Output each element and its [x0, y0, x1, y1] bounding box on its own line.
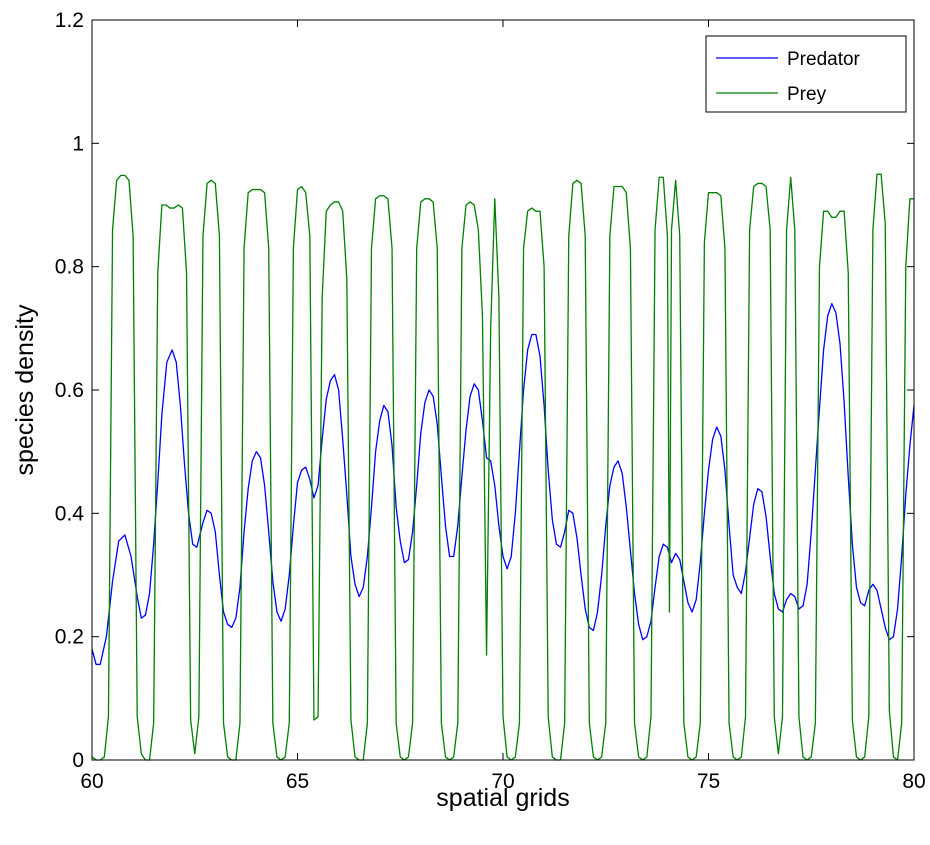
y-axis-title: species density — [11, 304, 39, 475]
series-line-predator — [91, 303, 915, 666]
y-tick-label: 0.2 — [55, 626, 84, 649]
y-tick-label: 0.6 — [55, 379, 84, 402]
ticks-layer: 60 65 70 75 80 0 0.2 0.4 0.6 0.8 1 1.2 — [55, 9, 926, 793]
x-tick-label: 60 — [80, 770, 103, 793]
y-tick-label: 1 — [72, 132, 84, 155]
series-layer — [91, 173, 915, 761]
legend-label-predator: Predator — [787, 49, 861, 70]
legend-label-prey: Prey — [787, 84, 827, 105]
legend: Predator Prey — [705, 35, 907, 113]
x-axis-title: spatial grids — [436, 784, 569, 812]
legend-box — [705, 35, 907, 113]
x-tick-label: 65 — [286, 770, 309, 793]
y-tick-label: 0.4 — [55, 502, 85, 525]
x-tick-label: 75 — [697, 770, 720, 793]
x-tick-label: 70 — [491, 770, 514, 793]
x-tick-label: 80 — [902, 770, 925, 793]
series-line-prey — [91, 173, 914, 761]
y-tick-label: 0.8 — [55, 256, 84, 279]
y-tick-label: 1.2 — [55, 9, 84, 32]
y-tick-label: 0 — [72, 749, 84, 772]
